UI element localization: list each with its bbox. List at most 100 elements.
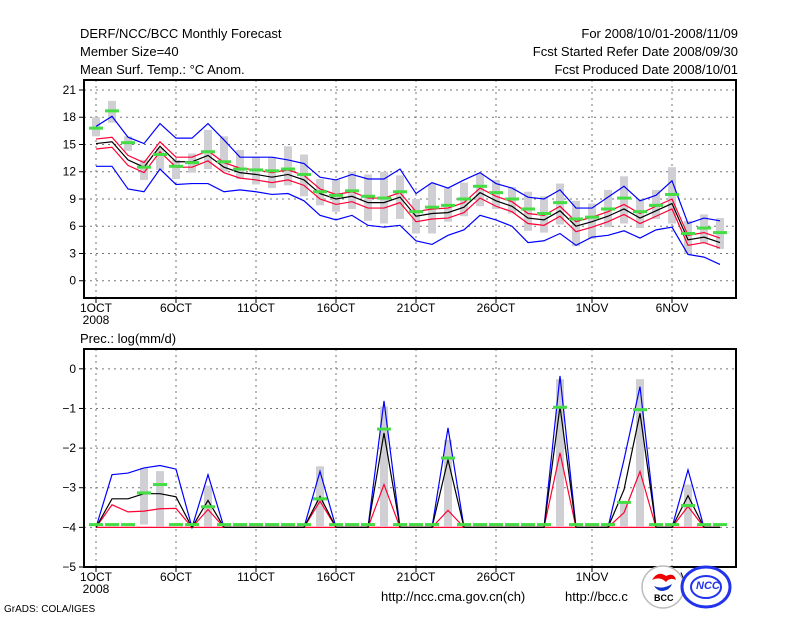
precip-obs-mark <box>345 523 359 527</box>
temp-obs-mark <box>601 207 615 211</box>
precip-obs-mark <box>89 523 103 527</box>
temp-ytick-label: 6 <box>69 219 76 233</box>
temp-obs-mark <box>281 167 295 171</box>
temp-line-upper <box>95 136 721 239</box>
precip-obs-mark <box>681 504 695 508</box>
precip-xtick-label: 6NOV <box>656 570 689 584</box>
precip-obs-mark <box>169 523 183 527</box>
temp-xtick-label: 16OCT <box>317 301 356 315</box>
precip-obs-mark <box>553 405 567 409</box>
temp-obs-mark <box>249 168 263 172</box>
precip-obs-mark <box>121 523 135 527</box>
precip-plot-frame <box>83 348 737 568</box>
precip-obs-mark <box>537 523 551 527</box>
temp-obs-mark <box>153 152 167 156</box>
precip-obs-mark <box>185 523 199 527</box>
precip-obs-mark <box>281 523 295 527</box>
temp-xtick-label: 1NOV <box>576 301 609 315</box>
temp-ytick-label: 15 <box>63 137 77 151</box>
precip-ensemble-bar <box>140 467 148 525</box>
precip-ensemble-bar <box>380 406 388 527</box>
precip-xtick-label: 16OCT <box>317 570 356 584</box>
temp-obs-mark <box>185 161 199 165</box>
forecast-period: For 2008/10/01-2008/11/09 <box>581 26 738 41</box>
bcc-logo-text: BCC <box>654 593 674 603</box>
temp-xtick-label: 21OCT <box>397 301 436 315</box>
temp-chart: 0 3 6 9 12 15 18 21 1OCT 6OCT 11OCT 16OCT 21OCT 26OCT… <box>63 79 737 327</box>
forecast-title: DERF/NCC/BCC Monthly Forecast <box>80 26 282 41</box>
precip-xtick-label: 1OCT <box>80 570 113 584</box>
precip-line-mean <box>95 406 720 529</box>
variable-label: Mean Surf. Temp.: °C Anom. <box>80 62 245 77</box>
temp-ytick-label: 12 <box>63 165 77 179</box>
forecast-produced-date: Fcst Produced Date 2008/10/01 <box>554 62 738 77</box>
temp-obs-mark <box>121 141 135 145</box>
temp-ensemble-bar <box>156 148 164 170</box>
precip-obs-mark <box>505 523 519 527</box>
temp-xtick-label: 6NOV <box>656 301 689 315</box>
temp-obs-mark <box>521 207 535 211</box>
precip-obs-mark <box>585 523 599 527</box>
precip-obs-mark <box>425 523 439 527</box>
precip-obs-mark <box>153 483 167 487</box>
precip-obs-mark <box>297 523 311 527</box>
bcc-url[interactable]: http://bcc.c <box>565 589 628 604</box>
precip-obs-mark <box>713 523 727 527</box>
precip-ensemble-bar <box>620 501 628 527</box>
temp-ensemble-bar <box>684 220 692 254</box>
temp-ensemble-bar <box>172 159 180 180</box>
temp-obs-mark <box>329 193 343 197</box>
member-size: Member Size=40 <box>80 44 179 59</box>
precip-obs-mark <box>233 523 247 527</box>
temp-obs-mark <box>505 197 519 201</box>
temp-obs-mark <box>137 165 151 169</box>
precip-obs-mark <box>617 500 631 504</box>
precip-ytick-label: −2 <box>62 441 76 455</box>
precip-xtick-label: 6OCT <box>160 570 193 584</box>
precip-obs-mark <box>201 505 215 509</box>
forecast-start-date: Fcst Started Refer Date 2008/09/30 <box>532 44 738 59</box>
precip-obs-mark <box>329 523 343 527</box>
temp-obs-mark <box>473 184 487 188</box>
precip-obs-mark <box>313 497 327 501</box>
precip-obs-mark <box>137 491 151 495</box>
precip-xtick-label: 1NOV <box>576 570 609 584</box>
precip-obs-mark <box>361 523 375 527</box>
temp-obs-mark <box>169 164 183 168</box>
precip-obs-mark <box>441 456 455 460</box>
precip-obs-mark <box>105 523 119 527</box>
precip-obs-mark <box>217 523 231 527</box>
precip-obs-mark <box>665 523 679 527</box>
precip-obs-mark <box>265 523 279 527</box>
temp-line-lower <box>95 146 721 249</box>
precip-obs-mark <box>249 523 263 527</box>
precip-ytick-label: 0 <box>69 362 76 376</box>
temp-obs-mark <box>345 189 359 193</box>
precip-xtick-label: 21OCT <box>397 570 436 584</box>
precip-ensemble-bar <box>636 379 644 527</box>
temp-obs-mark <box>713 231 727 235</box>
temp-obs-mark <box>633 210 647 214</box>
temp-obs-mark <box>585 215 599 219</box>
temp-obs-mark <box>313 190 327 194</box>
temp-xtick-label: 11OCT <box>237 301 275 315</box>
precip-year-label: 2008 <box>83 582 110 596</box>
precip-obs-mark <box>409 523 423 527</box>
temp-obs-mark <box>393 190 407 194</box>
precip-ytick-label: −5 <box>62 560 76 574</box>
temp-year-label: 2008 <box>83 313 110 327</box>
temp-obs-mark <box>425 205 439 209</box>
temp-ensemble-bar <box>572 200 580 247</box>
temp-ensemble-bar <box>220 136 228 172</box>
precip-xtick-label: 26OCT <box>477 570 516 584</box>
temp-obs-mark <box>697 226 711 230</box>
temp-obs-mark <box>265 169 279 173</box>
temp-xtick-label: 1OCT <box>80 301 113 315</box>
ncc-url[interactable]: http://ncc.cma.gov.cn(ch) <box>381 589 526 604</box>
temp-obs-mark <box>201 150 215 154</box>
temp-obs-mark <box>489 191 503 195</box>
temp-obs-mark <box>297 172 311 176</box>
temp-obs-mark <box>409 210 423 214</box>
precip-obs-mark <box>457 523 471 527</box>
temp-obs-mark <box>361 194 375 198</box>
